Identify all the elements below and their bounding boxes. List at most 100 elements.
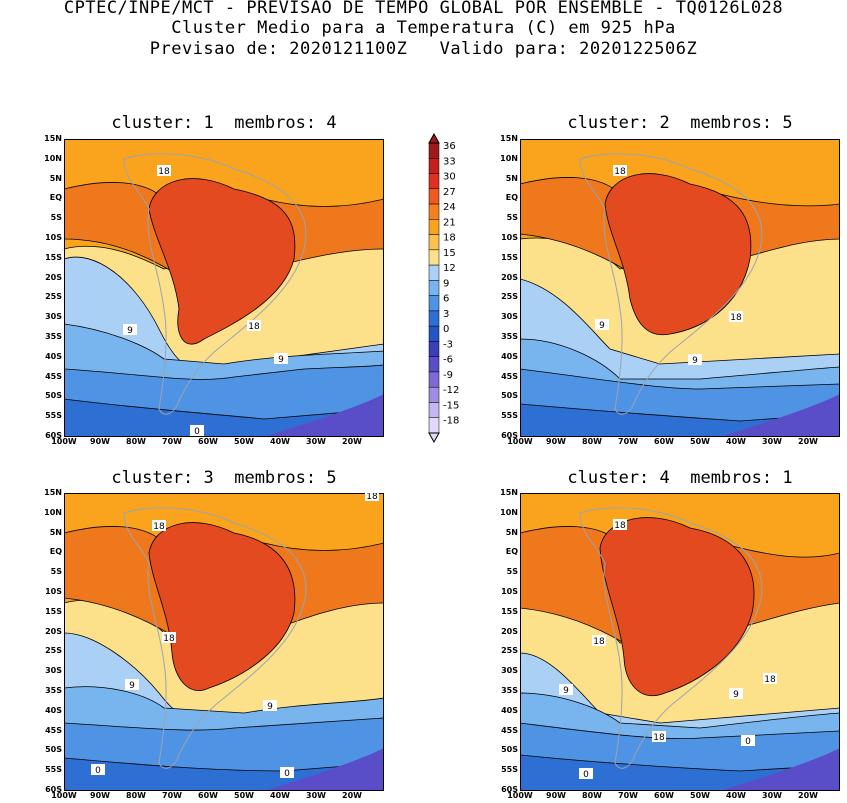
colorbar-swatch — [428, 158, 440, 174]
lat-tick-label: 20S — [45, 272, 62, 282]
svg-text:0: 0 — [95, 766, 101, 776]
contour-band-hot — [599, 517, 755, 696]
colorbar-label: 30 — [443, 172, 456, 183]
lon-tick-label: 50W — [234, 437, 254, 446]
contour-label: 9 — [688, 354, 702, 366]
lat-tick-label: 15N — [44, 488, 62, 497]
lon-tick-label: 80W — [126, 791, 146, 800]
cold-region — [264, 394, 384, 437]
lat-tick-label: 40S — [45, 351, 62, 361]
colorbar-top-arrow — [428, 132, 440, 144]
colorbar-swatch — [428, 310, 440, 327]
colorbar-swatch — [428, 371, 440, 388]
continent-outline — [579, 153, 763, 415]
lon-tick-label: 40W — [270, 437, 290, 446]
lat-tick-label: 60S — [45, 785, 62, 794]
lon-tick-label: 100W — [507, 437, 533, 446]
panel-title-3: cluster: 3 membros: 5 — [111, 468, 337, 488]
colorbar-label: 27 — [443, 187, 456, 198]
contour-label: 9 — [595, 319, 609, 331]
colorbar-swatch — [428, 188, 440, 205]
lat-tick-label: 5S — [50, 213, 62, 223]
svg-text:9: 9 — [129, 681, 135, 691]
contour-label: 9 — [263, 700, 277, 712]
lat-tick-label: 30S — [501, 312, 518, 322]
contour-band-hot — [148, 178, 296, 345]
contour-label: 9 — [274, 353, 288, 365]
contour-label: 0 — [741, 735, 755, 747]
svg-text:9: 9 — [127, 326, 133, 336]
continent-outline — [579, 507, 763, 769]
lat-tick-label: 10N — [44, 153, 62, 163]
lat-tick-label: 5S — [506, 567, 518, 577]
lat-tick-label: 60S — [45, 431, 62, 440]
lon-tick-label: 40W — [270, 791, 290, 800]
svg-text:0: 0 — [284, 769, 290, 779]
lat-tick-label: 10N — [500, 153, 518, 163]
colorbar-swatch — [428, 219, 440, 235]
map-frame — [520, 139, 840, 437]
lon-tick-label: 100W — [507, 791, 533, 800]
colorbar-swatch — [428, 325, 440, 342]
temperature-field-map: 18 9 18 9 0 — [64, 139, 384, 437]
lon-tick-label: 30W — [762, 791, 782, 800]
svg-text:9: 9 — [692, 356, 698, 366]
contour-label: 0 — [579, 768, 593, 780]
colorbar: 36 33 30 27 24 21 18 15 12 9 6 3 0 -3 -6 -9 -12 -15 -18 — [425, 132, 485, 444]
contour-label: 0 — [190, 425, 204, 437]
cold-region — [264, 748, 384, 791]
contour-label: 18 — [162, 632, 176, 644]
contour-label: 9 — [123, 324, 137, 336]
lon-tick-label: 50W — [234, 791, 254, 800]
lon-tick-label: 20W — [798, 437, 818, 446]
lon-tick-label: 90W — [546, 791, 566, 800]
map-panel-cluster-2: 18 9 18 9 — [520, 139, 840, 437]
lat-tick-label: 5N — [49, 527, 62, 537]
lat-tick-label: 35S — [45, 686, 62, 695]
contour-label: 18 — [247, 320, 261, 332]
lat-tick-label: 45S — [45, 371, 62, 381]
colorbar-swatch — [428, 386, 440, 403]
lat-tick-label: 10N — [500, 507, 518, 517]
lon-tick-label: 60W — [654, 791, 674, 800]
lon-tick-label: 100W — [51, 791, 77, 800]
colorbar-label: 36 — [443, 141, 456, 152]
lat-tick-label: 40S — [501, 351, 518, 361]
lon-tick-label: 60W — [654, 437, 674, 446]
colorbar-swatch — [428, 264, 440, 281]
lat-tick-label: 55S — [501, 765, 518, 775]
lon-tick-label: 70W — [618, 791, 638, 800]
panel-title-4: cluster: 4 membros: 1 — [567, 468, 793, 488]
lat-tick-label: 60S — [501, 785, 518, 794]
lat-tick-label: 20S — [45, 626, 62, 636]
colorbar-label: -9 — [443, 370, 453, 381]
lat-tick-label: 60S — [501, 431, 518, 440]
lat-tick-label: 30S — [45, 312, 62, 322]
lon-tick-label: 100W — [51, 437, 77, 446]
lat-tick-label: 10S — [45, 233, 62, 242]
colorbar-swatch — [428, 142, 440, 159]
lon-tick-label: 90W — [90, 791, 110, 800]
svg-text:9: 9 — [563, 686, 569, 696]
lon-tick-label: 30W — [306, 791, 326, 800]
lat-tick-label: EQ — [505, 547, 518, 557]
svg-text:18: 18 — [593, 637, 605, 647]
svg-text:18: 18 — [764, 675, 776, 685]
lat-tick-label: 25S — [45, 646, 62, 656]
contour-label: 9 — [125, 679, 139, 691]
contour-label: 0 — [91, 764, 105, 776]
colorbar-label: 24 — [443, 202, 456, 213]
panel-title-1: cluster: 1 membros: 4 — [111, 113, 337, 133]
map-panel-cluster-4: 18 18 9 9 18 18 0 0 — [520, 493, 840, 791]
temperature-field-map: 18 18 9 9 0 0 18 — [64, 493, 384, 791]
contour-label: 9 — [559, 684, 573, 696]
svg-text:0: 0 — [194, 427, 200, 437]
colorbar-label: -12 — [443, 385, 459, 396]
contour-label: 18 — [157, 165, 171, 177]
lon-tick-label: 60W — [198, 791, 218, 800]
svg-text:18: 18 — [153, 522, 165, 532]
lat-tick-label: EQ — [49, 547, 62, 557]
lon-tick-label: 80W — [126, 437, 146, 446]
colorbar-swatch — [428, 341, 440, 357]
colorbar-label: 3 — [443, 309, 449, 320]
